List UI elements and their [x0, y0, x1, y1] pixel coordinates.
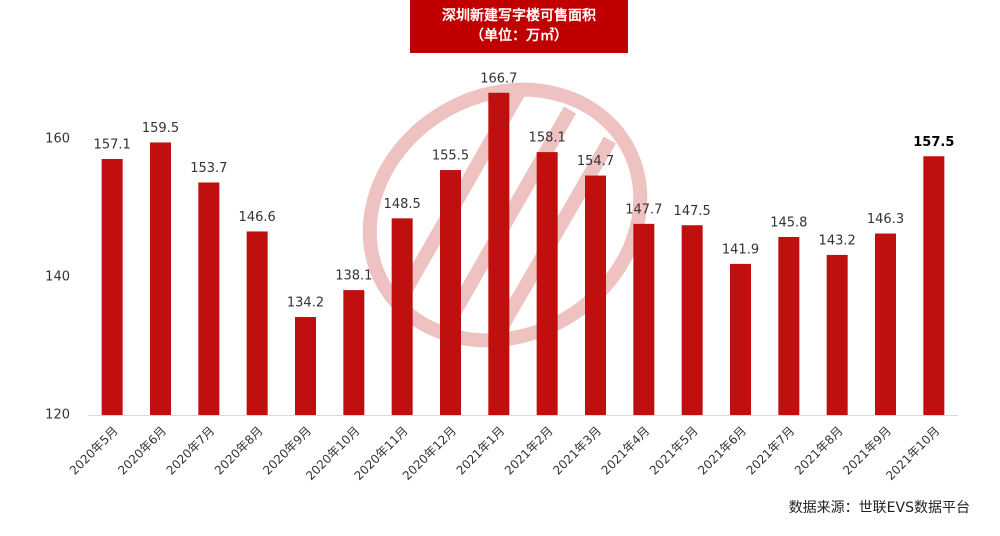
value-label: 155.5	[432, 149, 469, 164]
value-label: 134.2	[287, 296, 324, 311]
bar	[343, 290, 365, 415]
chart-title: 深圳新建写字楼可售面积	[442, 7, 596, 24]
value-label: 145.8	[770, 215, 807, 230]
x-tick-label: 2020年8月	[212, 424, 266, 478]
bar	[826, 254, 848, 415]
y-tick-label: 160	[45, 132, 70, 147]
value-label: 159.5	[142, 121, 179, 136]
x-tick-label: 2020年7月	[164, 424, 218, 478]
bar	[488, 92, 510, 416]
source-note: 数据来源：世联EVS数据平台	[789, 500, 970, 516]
value-label: 141.9	[722, 242, 759, 257]
x-tick-label: 2020年5月	[67, 424, 121, 478]
value-label: 143.2	[819, 233, 856, 248]
bar	[536, 152, 558, 416]
x-tick-label: 2021年4月	[599, 424, 653, 478]
x-tick-label: 2021年7月	[744, 424, 798, 478]
value-label: 157.1	[94, 138, 131, 153]
bar	[923, 156, 945, 415]
bar	[585, 175, 606, 415]
bar	[440, 170, 461, 415]
x-tick-label: 2020年6月	[115, 424, 169, 478]
title-box	[410, 0, 628, 53]
bar	[246, 231, 268, 415]
value-label: 146.3	[867, 212, 904, 227]
y-tick-label: 120	[45, 408, 70, 423]
x-tick-label: 2021年8月	[792, 424, 846, 478]
value-label: 146.6	[239, 210, 276, 225]
value-label: 153.7	[190, 161, 227, 176]
y-tick-label: 140	[45, 270, 70, 285]
value-label: 158.1	[529, 131, 566, 146]
value-label: 157.5	[913, 135, 954, 150]
value-label: 154.7	[577, 154, 614, 169]
x-tick-label: 2021年6月	[695, 424, 749, 478]
x-tick-label: 2021年1月	[454, 424, 508, 478]
chart-subtitle: （单位：万㎡）	[470, 27, 568, 44]
bar	[101, 159, 123, 415]
bar	[875, 233, 896, 415]
value-label: 147.7	[625, 202, 662, 217]
bar	[633, 223, 655, 415]
bar	[295, 317, 316, 415]
bar	[198, 182, 220, 415]
x-tick-label: 2021年5月	[647, 424, 701, 478]
x-tick-label: 2021年3月	[550, 424, 604, 478]
value-label: 166.7	[480, 71, 517, 86]
value-label: 147.5	[674, 204, 711, 219]
bar	[681, 225, 703, 415]
value-label: 148.5	[384, 197, 421, 212]
bar	[730, 263, 751, 415]
bar	[778, 236, 800, 415]
value-label: 138.1	[335, 269, 372, 284]
bar	[391, 218, 413, 415]
x-tick-label: 2021年2月	[502, 424, 556, 478]
bar	[150, 142, 171, 415]
